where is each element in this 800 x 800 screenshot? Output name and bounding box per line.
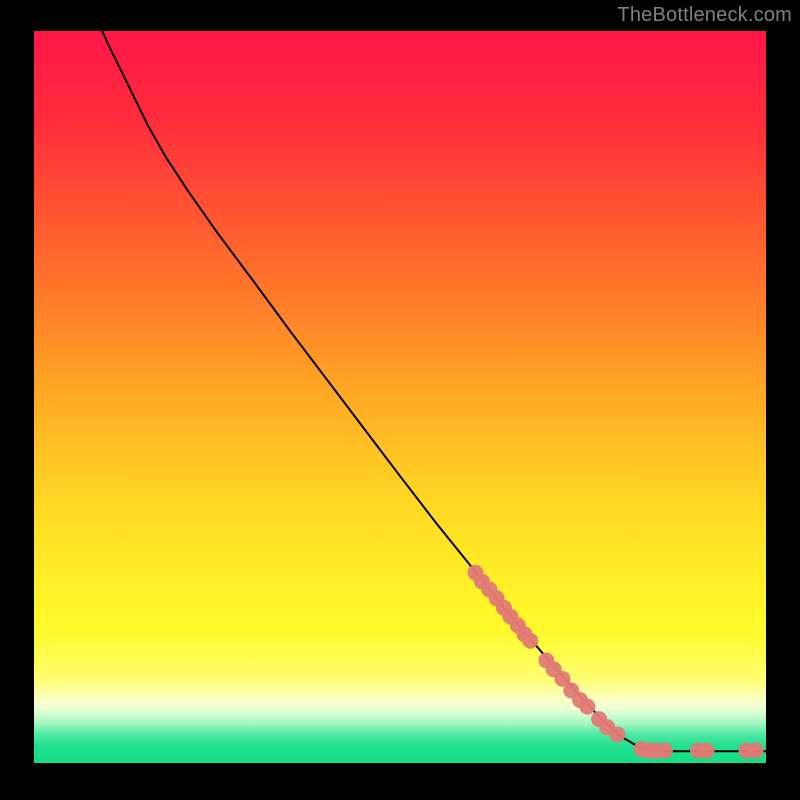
chart-frame: TheBottleneck.com [0, 0, 800, 800]
data-point [609, 726, 625, 742]
gradient-background [34, 31, 766, 763]
data-point [699, 743, 715, 759]
data-point [522, 633, 538, 649]
watermark-text: TheBottleneck.com [617, 4, 792, 27]
data-point [579, 699, 595, 715]
plot-svg [34, 31, 766, 763]
data-point [748, 743, 764, 759]
data-point [657, 743, 673, 759]
